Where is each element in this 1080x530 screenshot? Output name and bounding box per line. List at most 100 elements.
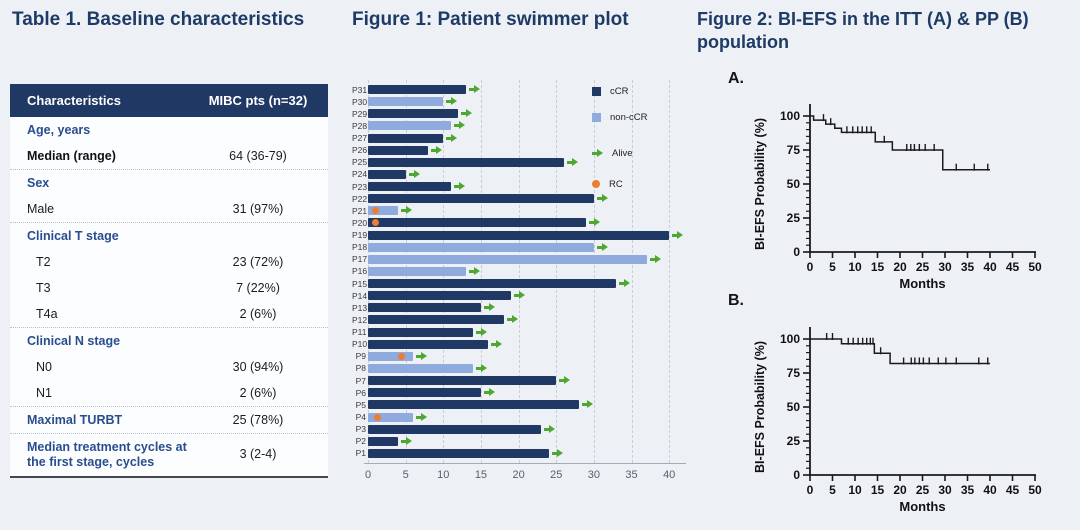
table-header-row: Characteristics MIBC pts (n=32)	[10, 84, 328, 117]
arrow-tail	[506, 318, 513, 322]
alive-arrow-icon	[596, 242, 608, 252]
alive-arrow-icon	[514, 291, 526, 300]
legend-label: non-cCR	[610, 111, 648, 123]
alive-arrow-icon	[408, 169, 420, 179]
table-row: Sex	[10, 170, 328, 196]
row-label: Median (range)	[27, 149, 116, 163]
baseline-characteristics-table: Characteristics MIBC pts (n=32) Age, yea…	[10, 84, 328, 478]
x-tick-label: 25	[916, 483, 930, 497]
swimmer-bar	[368, 133, 444, 143]
patient-label: P28	[352, 120, 368, 131]
row-label: T3	[36, 281, 51, 295]
x-tick-label: 10	[848, 260, 862, 274]
arrow-tail	[401, 209, 408, 213]
arrow-head	[488, 388, 495, 397]
arrow-head	[466, 109, 473, 118]
legend-item: Alive	[592, 148, 633, 159]
arrow-tail	[592, 151, 598, 155]
arrow-tail	[596, 197, 603, 201]
patient-label: P20	[352, 217, 368, 228]
y-tick-label: 100	[780, 332, 800, 346]
alive-arrow-icon	[453, 182, 465, 191]
row-value: 7 (22%)	[236, 281, 280, 295]
y-axis-title: BI-EFS Probability (%)	[753, 118, 767, 250]
patient-label: P7	[355, 375, 366, 386]
x-tick-label: 20	[893, 260, 907, 274]
alive-arrow-icon	[446, 97, 458, 106]
alive-arrow-icon	[491, 339, 503, 349]
patient-label: P14	[352, 290, 368, 301]
table-row: T3 7 (22%)	[10, 275, 328, 301]
legend-item: RC	[592, 179, 623, 190]
arrow-tail	[408, 172, 415, 176]
patient-label: P25	[352, 157, 368, 168]
row-label: Maximal TURBT	[27, 413, 123, 427]
arrow-tail	[559, 379, 566, 383]
arrow-tail	[596, 245, 603, 249]
arrow-tail	[649, 257, 656, 261]
swimmer-bar	[368, 424, 542, 434]
alive-arrow-icon	[649, 254, 661, 264]
patient-label: P5	[355, 399, 366, 410]
row-label: T4a	[36, 307, 58, 321]
table-header-mibc: MIBC pts (n=32)	[208, 93, 308, 108]
patient-label: P22	[352, 193, 368, 204]
rc-marker	[373, 413, 381, 421]
arrow-head	[481, 363, 488, 372]
patient-label: P10	[352, 339, 368, 350]
arrow-head	[597, 148, 603, 157]
patient-label: P19	[352, 230, 368, 241]
patient-label: P3	[355, 424, 366, 435]
row-value: 64 (36-79)	[229, 149, 287, 163]
y-tick-label: 0	[793, 245, 800, 259]
y-tick-label: 100	[780, 109, 800, 123]
row-label: Sex	[27, 176, 50, 190]
y-tick-label: 50	[787, 177, 801, 191]
figure2-title: Figure 2: BI-EFS in the ITT (A) & PP (B)…	[697, 9, 1029, 52]
swimmer-bar	[368, 121, 451, 131]
row-value: 31 (97%)	[232, 202, 284, 216]
patient-label: P24	[352, 169, 368, 180]
swimmer-bar	[368, 194, 594, 204]
alive-legend-arrow-icon	[592, 148, 603, 158]
patient-label: P23	[352, 181, 368, 192]
swimmer-bar	[368, 218, 587, 228]
arrow-tail	[619, 282, 626, 286]
alive-arrow-icon	[544, 424, 556, 434]
x-tick-label: 15	[871, 483, 885, 497]
arrow-tail	[453, 124, 460, 128]
y-tick-label: 75	[787, 366, 801, 380]
y-tick-label: 50	[787, 400, 801, 414]
arrow-head	[549, 424, 556, 433]
arrow-head	[436, 145, 443, 154]
x-tick-label: 40	[983, 483, 997, 497]
rc-legend-icon	[592, 180, 600, 188]
arrow-tail	[483, 306, 490, 310]
gridline	[631, 80, 633, 463]
km-plot-pp: 0 25 50 75 100 0 5 10 15 20 25 30 35 40 45 50 Months BI-E…	[753, 327, 1042, 514]
arrow-tail	[491, 342, 498, 346]
x-tick-label: 25	[550, 469, 563, 481]
swimmer-bar	[368, 254, 647, 264]
alive-arrow-icon	[506, 315, 518, 324]
alive-arrow-icon	[566, 157, 578, 167]
patient-label: P13	[352, 302, 368, 313]
arrow-tail	[581, 403, 588, 407]
arrow-tail	[461, 112, 468, 116]
rc-marker	[372, 207, 380, 215]
swimmer-bar	[368, 291, 512, 301]
patient-label: P17	[352, 254, 368, 265]
rc-marker	[398, 352, 406, 360]
x-axis-title: Months	[899, 276, 945, 291]
x-tick-label: 15	[871, 260, 885, 274]
table-row: N1 2 (6%)	[10, 380, 328, 407]
x-tick-label: 50	[1028, 260, 1042, 274]
gridline	[556, 80, 558, 463]
x-tick-label: 5	[829, 483, 836, 497]
arrow-head	[458, 121, 465, 130]
swimmer-bar	[368, 412, 414, 422]
table-row: Clinical N stage	[10, 328, 328, 354]
x-tick-label: 5	[402, 469, 409, 481]
swimmer-bar	[368, 157, 564, 167]
patient-label: P12	[352, 314, 368, 325]
